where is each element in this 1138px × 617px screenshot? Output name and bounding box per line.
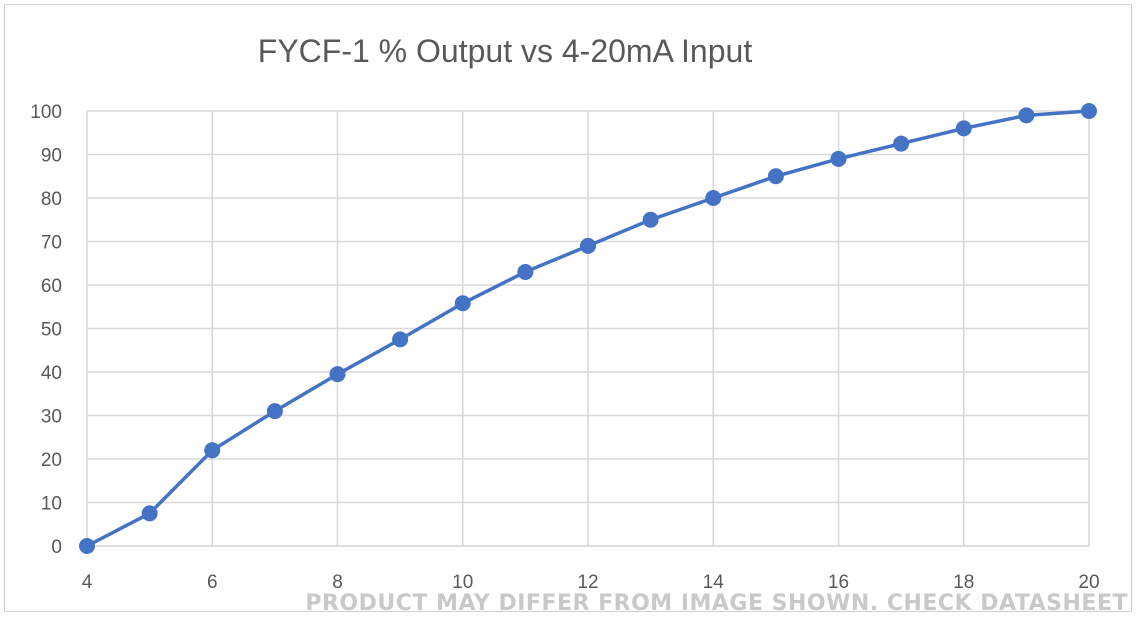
data-point xyxy=(1081,103,1097,119)
data-point xyxy=(1018,107,1035,124)
x-tick-label: 20 xyxy=(1078,572,1099,593)
y-tick-label: 30 xyxy=(41,407,62,428)
data-point xyxy=(955,120,972,137)
data-points xyxy=(79,103,1097,554)
y-tick-label: 90 xyxy=(41,146,62,167)
data-point xyxy=(705,190,722,206)
y-tick-label: 0 xyxy=(51,537,62,558)
x-tick-label: 18 xyxy=(953,572,974,593)
watermark-text: PRODUCT MAY DIFFER FROM IMAGE SHOWN. CHE… xyxy=(305,591,1128,616)
y-tick-label: 70 xyxy=(41,233,62,254)
y-tick-label: 80 xyxy=(41,189,62,210)
x-tick-label: 10 xyxy=(452,572,473,593)
y-tick-label: 50 xyxy=(41,320,62,341)
data-point xyxy=(329,366,346,383)
data-point xyxy=(454,295,471,312)
y-tick-label: 100 xyxy=(30,102,62,123)
data-point xyxy=(580,237,596,254)
data-point xyxy=(392,331,409,348)
data-point xyxy=(830,150,847,167)
data-point xyxy=(893,135,910,152)
y-tick-label: 60 xyxy=(41,276,62,297)
y-tick-label: 20 xyxy=(41,450,62,471)
data-point xyxy=(204,442,221,459)
chart-frame xyxy=(4,4,1132,612)
data-point xyxy=(141,505,158,522)
x-tick-label: 14 xyxy=(703,572,725,593)
x-tick-label: 6 xyxy=(207,572,218,593)
tick-labels: 0 10 20 30 40 50 60 70 80 90 100 4 6 8 10 12 14 16 18 20 xyxy=(30,102,1099,593)
data-point xyxy=(642,211,659,228)
data-point xyxy=(517,263,534,280)
x-tick-label: 12 xyxy=(577,572,598,593)
data-point xyxy=(266,403,283,420)
chart-title: FYCF-1 % Output vs 4-20mA Input xyxy=(258,33,753,69)
y-tick-label: 10 xyxy=(41,494,62,515)
y-tick-label: 40 xyxy=(41,363,62,384)
grid-lines xyxy=(86,110,1090,546)
x-tick-label: 8 xyxy=(332,572,343,593)
data-point xyxy=(767,168,784,185)
x-tick-label: 16 xyxy=(828,572,849,593)
data-point xyxy=(79,538,95,554)
x-tick-label: 4 xyxy=(82,572,93,593)
